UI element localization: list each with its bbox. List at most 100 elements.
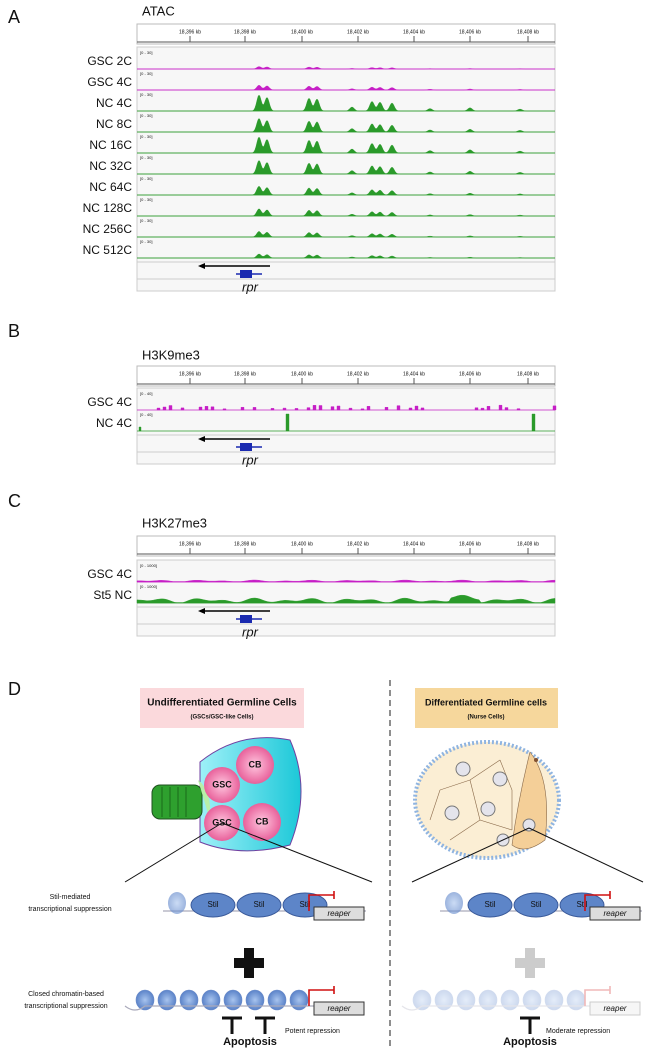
stil-protein: [236, 892, 282, 918]
promoter-arrow: [584, 986, 611, 1006]
ruler-label: 18,404 kb: [403, 541, 425, 547]
track-range: [0 - 1000]: [140, 584, 157, 589]
track-range: [0 - 30]: [140, 239, 152, 244]
nucleosome: [478, 989, 498, 1011]
promoter-arrow: [308, 891, 335, 911]
stil-label: Stil: [207, 900, 218, 909]
promoter-arrow: [584, 891, 611, 911]
gene-label: rpr: [242, 279, 259, 294]
track-range: [0 - 1000]: [140, 563, 157, 568]
repression-label: Moderate repression: [546, 1028, 610, 1035]
plus: [234, 948, 264, 978]
stil-label: Stil: [253, 900, 264, 909]
track-range: [0 - 30]: [140, 176, 152, 181]
ruler-label: 18,408 kb: [517, 371, 539, 377]
cell-label: CB: [249, 759, 262, 769]
ruler-label: 18,400 kb: [291, 29, 313, 35]
ruler-label: 18,404 kb: [403, 371, 425, 377]
track-label: NC 64C: [89, 180, 132, 194]
track-label: GSC 4C: [87, 395, 132, 409]
header-box: [140, 688, 304, 728]
gene-box: [589, 906, 641, 921]
track-label: NC 16C: [89, 138, 132, 152]
nucleosome: [157, 989, 177, 1011]
ruler-label: 18,406 kb: [459, 541, 481, 547]
nucleosome: [412, 989, 432, 1011]
panel-d: D Undifferentiated Germline Cells (GSCs/…: [8, 679, 644, 1049]
track-range: [0 - 40]: [140, 391, 152, 396]
gene-box-label: reaper: [603, 1004, 626, 1013]
ruler: [136, 23, 556, 45]
track-title: H3K27me3: [142, 515, 207, 530]
chromatin: [401, 989, 592, 1011]
outcome: Apoptosis: [223, 1036, 277, 1048]
stil-label: Stil: [299, 900, 310, 909]
track-title: ATAC: [142, 3, 175, 18]
gene-box-label: reaper: [327, 909, 350, 918]
arrow-head: [198, 263, 205, 269]
repression-label: Potent repression: [285, 1028, 340, 1035]
track-label: GSC 4C: [87, 75, 132, 89]
header-box: [415, 688, 558, 728]
gene-exon: [240, 443, 252, 451]
zoom-line: [528, 827, 644, 883]
gene-box-label: reaper: [603, 909, 626, 918]
germarium: GSC GSC CB CB: [151, 737, 302, 852]
mechanism-label: Closed chromatin-based: [28, 991, 104, 998]
header-subtitle: (GSCs/GSC-like Cells): [190, 715, 253, 721]
ruler-label: 18,402 kb: [347, 29, 369, 35]
stil-protein: [467, 892, 513, 918]
arrow-head: [198, 608, 205, 614]
track-label: GSC 4C: [87, 567, 132, 581]
ruler: [136, 535, 556, 557]
panel-letter: A: [8, 7, 20, 27]
track-label: GSC 2C: [87, 54, 132, 68]
cell-label: GSC: [212, 817, 232, 827]
ruler-label: 18,398 kb: [234, 541, 256, 547]
header-title: Differentiated Germline cells: [425, 697, 547, 707]
track-label: NC 512C: [83, 243, 133, 257]
track-label: NC 256C: [83, 222, 133, 236]
nucleosome: [168, 892, 186, 914]
nucleosome: [135, 989, 155, 1011]
ruler-label: 18,408 kb: [517, 29, 539, 35]
track-range: [0 - 30]: [140, 197, 152, 202]
zoom-line: [221, 822, 373, 883]
track-title: H3K9me3: [142, 347, 200, 362]
signal: [156, 404, 557, 411]
ruler-label: 18,406 kb: [459, 371, 481, 377]
nucleosome: [456, 989, 476, 1011]
track-panel: [136, 46, 556, 292]
header-subtitle: (Nurse Cells): [467, 715, 504, 721]
dna: [401, 1005, 592, 1011]
mechanism-label: transcriptional suppression: [24, 1003, 107, 1010]
nucleosome: [245, 989, 265, 1011]
track-label: NC 128C: [83, 201, 133, 215]
track-label: NC 4C: [96, 96, 132, 110]
nucleosome: [522, 989, 542, 1011]
chromatin: [124, 989, 315, 1011]
stil-label: Stil: [530, 900, 541, 909]
nucleosome: [566, 989, 586, 1011]
track-range: [0 - 30]: [140, 71, 152, 76]
inhibition: [222, 1016, 540, 1034]
panel-letter: D: [8, 679, 21, 699]
mechanism-label: Stil-mediated: [50, 894, 91, 901]
gene-label: rpr: [242, 624, 259, 639]
nucleosome: [445, 892, 463, 914]
track-range: [0 - 30]: [140, 50, 152, 55]
nucleosome: [289, 989, 309, 1011]
track-label: St5 NC: [93, 588, 132, 602]
nucleosome: [500, 989, 520, 1011]
gene-box: [589, 1001, 641, 1016]
track-range: [0 - 30]: [140, 218, 152, 223]
header-title: Undifferentiated Germline Cells: [147, 698, 297, 709]
ruler-label: 18,396 kb: [179, 541, 201, 547]
gene-exon: [240, 270, 252, 278]
gene-box: [313, 906, 365, 921]
ruler-label: 18,400 kb: [291, 541, 313, 547]
gene-exon: [240, 615, 252, 623]
track-range: [0 - 40]: [140, 412, 152, 417]
dna: [124, 1005, 315, 1011]
